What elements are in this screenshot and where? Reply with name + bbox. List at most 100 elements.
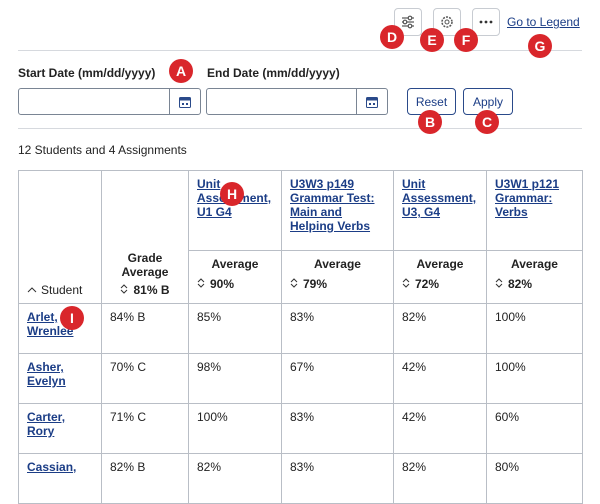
student-header[interactable]: Student (18, 170, 102, 304)
header-row: Average 90% Average 79% Average 72% Average 82% (19, 250, 583, 304)
assignment-header: Unit Assessment, U3, G4 (393, 170, 487, 251)
score: 82% (197, 460, 222, 474)
callout-badge: D (380, 25, 404, 49)
student-row: Asher, Evelyn 70% C 98% 67% 42% 100% (18, 353, 583, 404)
more-button[interactable] (472, 8, 500, 36)
settings-button[interactable] (433, 8, 461, 36)
score-cell: 42% (393, 353, 487, 404)
student-name-cell: Carter, Rory (18, 403, 102, 454)
sort-icon (121, 284, 128, 294)
score: 70% C (110, 360, 147, 374)
table-body: Arlet, Wrenlee 84% B 85% 83% 82% 100% Asher, E… (18, 303, 583, 504)
average-value: 82% (495, 277, 574, 291)
score-cell: 82% (188, 453, 282, 504)
start-date-input[interactable] (18, 88, 201, 115)
score: 71% C (110, 410, 147, 424)
gradebook-table: Student Grade Average 81% B Unit Assessment… (18, 170, 583, 504)
score: 82% (402, 460, 427, 474)
score: 80% (495, 460, 520, 474)
grade-header[interactable]: Grade Average 81% B (101, 170, 189, 304)
dots-icon (479, 20, 493, 24)
average-label: Average (211, 257, 259, 271)
sort-icon (402, 278, 410, 288)
average-label: Average (416, 257, 464, 271)
score-cell: 82% (393, 453, 487, 504)
score: 82% (402, 310, 427, 324)
score: 82% B (110, 460, 146, 474)
calendar-button[interactable] (169, 89, 200, 114)
assignment-average-cell[interactable]: Average 90% (188, 250, 282, 304)
screen: Go to Legend Start Date (mm/dd/yyyy) End… (18, 8, 583, 504)
score-cell: 42% (393, 403, 487, 454)
assignment-link[interactable]: Unit Assessment, U3, G4 (402, 177, 477, 219)
callout-badge: H (220, 182, 244, 206)
student-link[interactable]: Carter, Rory (27, 410, 66, 438)
assignment-header: U3W3 p149 Grammar Test: Main and Helping… (281, 170, 394, 251)
student-row: Carter, Rory 71% C 100% 83% 42% 60% (18, 403, 583, 454)
average-value-text: 82% (508, 277, 533, 291)
score-cell: 83% (281, 453, 394, 504)
end-date-input[interactable] (206, 88, 388, 115)
score: 83% (290, 460, 315, 474)
grade-header-text: Grade Average (121, 251, 169, 279)
average-value: 90% (197, 277, 273, 291)
legend-link[interactable]: Go to Legend (507, 15, 580, 29)
score: 67% (290, 360, 315, 374)
calendar-button[interactable] (356, 89, 387, 114)
grade-average-text: 81% B (133, 283, 170, 297)
start-date-label: Start Date (mm/dd/yyyy) (18, 66, 156, 80)
score-cell: 83% (281, 303, 394, 354)
score-cell: 82% (393, 303, 487, 354)
gear-icon (441, 16, 453, 28)
assignment-link[interactable]: U3W1 p121 Grammar: Verbs (495, 177, 560, 219)
score: 83% (290, 410, 315, 424)
score-cell: 82% B (101, 453, 189, 504)
summary-text: 12 Students and 4 Assignments (18, 143, 187, 157)
score: 85% (197, 310, 222, 324)
divider (18, 50, 582, 51)
average-value-text: 72% (415, 277, 440, 291)
score-cell: 70% C (101, 353, 189, 404)
sort-asc-icon (27, 287, 37, 293)
student-link[interactable]: Asher, Evelyn (27, 360, 66, 388)
student-name-cell: Asher, Evelyn (18, 353, 102, 404)
score: 100% (495, 360, 526, 374)
callout-badge: G (528, 34, 552, 58)
score-cell: 60% (486, 403, 583, 454)
score: 100% (495, 310, 526, 324)
callout-badge: A (169, 59, 193, 83)
student-header-text: Student (41, 283, 83, 297)
average-value: 72% (402, 277, 478, 291)
calendar-icon (366, 96, 378, 108)
score-cell: 100% (486, 353, 583, 404)
average-label: Average (314, 257, 361, 271)
score-cell: 67% (281, 353, 394, 404)
sort-icon (290, 278, 298, 288)
score-cell: 83% (281, 403, 394, 454)
assignment-link[interactable]: U3W3 p149 Grammar Test: Main and Helping… (290, 177, 375, 233)
assignment-average-cell[interactable]: Average 72% (393, 250, 487, 304)
divider (18, 128, 582, 129)
score-cell: 80% (486, 453, 583, 504)
student-name-cell: Cassian, (18, 453, 102, 504)
score-cell: 71% C (101, 403, 189, 454)
average-value-text: 79% (303, 277, 328, 291)
sort-icon (197, 278, 205, 288)
student-link[interactable]: Cassian, (27, 460, 77, 474)
grade-average: 81% B (110, 283, 180, 297)
student-name-cell: Arlet, Wrenlee (18, 303, 102, 354)
assignment-average-cell[interactable]: Average 79% (281, 250, 394, 304)
student-row: Cassian, 82% B 82% 83% 82% 80% (18, 453, 583, 504)
score-cell: 98% (188, 353, 282, 404)
assignment-average-cell[interactable]: Average 82% (486, 250, 583, 304)
score-cell: 100% (188, 403, 282, 454)
score: 42% (402, 360, 427, 374)
callout-badge: F (454, 28, 478, 52)
average-label: Average (511, 257, 558, 271)
score: 100% (197, 410, 228, 424)
table-head: Student Grade Average 81% B Unit Assessment… (18, 170, 583, 304)
score-cell: 85% (188, 303, 282, 354)
score: 84% B (110, 310, 146, 324)
assignment-header: U3W1 p121 Grammar: Verbs (486, 170, 583, 251)
student-link[interactable]: Arlet, Wrenlee (27, 310, 74, 338)
